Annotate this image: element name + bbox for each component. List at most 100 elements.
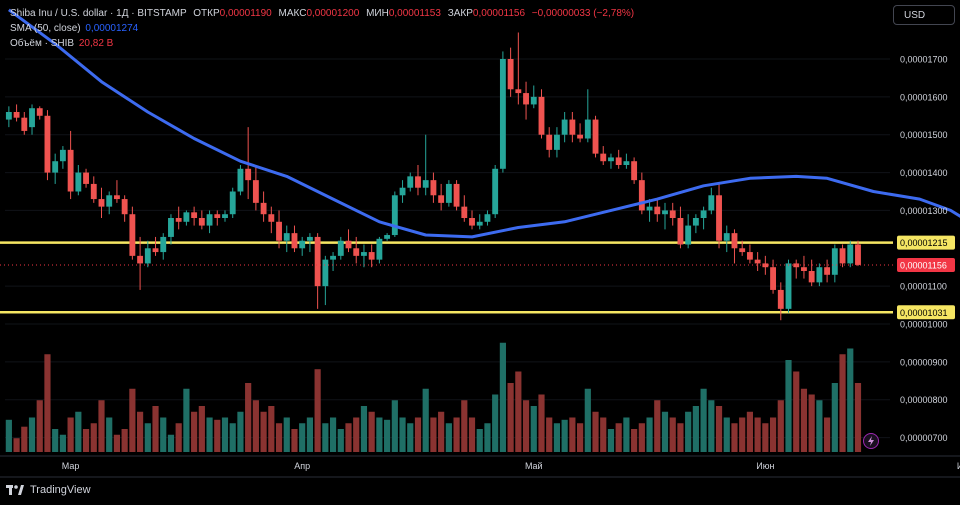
candle-body (129, 214, 136, 256)
candle-body (422, 180, 429, 188)
volume-bar (44, 354, 51, 452)
candle-body (113, 195, 120, 200)
currency-button[interactable]: USD (893, 5, 955, 25)
volume-bar (291, 429, 298, 452)
volume-bar (21, 426, 28, 452)
candle-body (577, 134, 584, 139)
volume-bar (808, 394, 815, 452)
candle-body (669, 210, 676, 218)
y-tick-label: 0,00001500 (900, 130, 948, 140)
volume-bar (831, 383, 838, 452)
close-value: 0,00001156 (472, 8, 526, 19)
price-label: 0,00001156 (900, 260, 947, 270)
volume-bar (245, 383, 252, 452)
legend-volume-row[interactable]: Объём · SHIB 20,82 B (10, 36, 634, 51)
volume-bar (584, 388, 591, 452)
candle-body (13, 112, 20, 118)
candle-body (623, 161, 630, 165)
volume-bar (368, 411, 375, 452)
candle-body (430, 180, 437, 196)
candle-body (252, 180, 259, 203)
candle-body (631, 161, 638, 181)
price-label-box (897, 257, 955, 272)
legend-sma-row[interactable]: SMA (50, close) 0,00001274 (10, 21, 634, 36)
volume-bar (723, 417, 730, 452)
candle-body (376, 238, 383, 260)
volume-bar (422, 388, 429, 452)
candle-body (538, 96, 545, 135)
sma-value: 0,00001274 (85, 23, 139, 34)
volume-bar (59, 434, 66, 452)
volume-bar (561, 419, 568, 452)
volume-bar (206, 417, 213, 452)
candle-body (137, 255, 144, 264)
volume-label: Объём · SHIB (10, 38, 75, 49)
candle-body (83, 172, 89, 184)
candle-body (237, 168, 244, 192)
volume-bar (275, 423, 283, 452)
volume-bar (144, 423, 151, 452)
candle-body (530, 96, 537, 105)
candle-body (299, 240, 306, 249)
candle-body (276, 221, 282, 241)
legend-ohlc-row: Shiba Inu / U.S. dollar · 1Д · BITSTAMP … (10, 6, 634, 21)
volume-bar (708, 400, 715, 452)
volume-bar (785, 360, 792, 452)
candle-body (808, 271, 815, 283)
x-tick-label: Мар (62, 461, 80, 471)
indicator-bolt-icon[interactable] (863, 433, 879, 449)
candle-body (291, 233, 298, 249)
open-label: ОТКР (193, 8, 220, 19)
candle-body (438, 195, 445, 203)
candle-body (59, 149, 66, 162)
candle-body (569, 119, 576, 135)
volume-bar (453, 417, 460, 452)
candle-body (98, 199, 105, 207)
candle-body (638, 180, 645, 211)
volume-bar (337, 429, 344, 452)
candle-body (121, 199, 128, 215)
volume-bar (685, 411, 692, 452)
candle-body (67, 149, 74, 192)
volume-bar (769, 417, 777, 452)
volume-bar (438, 411, 445, 452)
candle-body (716, 195, 722, 241)
candle-body (283, 233, 290, 241)
x-tick-label: Апр (294, 461, 310, 471)
volume-bar (499, 342, 506, 452)
volume-bar (854, 383, 862, 452)
candle-body (415, 176, 421, 188)
y-tick-label: 0,00001000 (900, 320, 948, 330)
candle-body (731, 233, 738, 249)
volume-bar (121, 429, 128, 452)
candle-body (337, 240, 344, 256)
volume-bar (700, 388, 707, 452)
candle-body (453, 183, 460, 207)
volume-bar (530, 406, 537, 452)
volume-bar (623, 417, 630, 452)
candle-body (515, 89, 522, 94)
sma-label: SMA (50, close) (10, 23, 81, 34)
candle-body (175, 218, 182, 222)
candle-body (106, 195, 113, 207)
volume-bar (800, 388, 808, 452)
candle-body (746, 252, 753, 260)
volume-bar (824, 417, 831, 452)
volume-bar (484, 423, 491, 452)
candle-body (484, 214, 491, 222)
candle-body (245, 168, 252, 181)
volume-bar (360, 406, 368, 452)
candle-body (801, 267, 807, 271)
symbol-title[interactable]: Shiba Inu / U.S. dollar · 1Д · BITSTAMP (10, 8, 187, 19)
candle-body (685, 225, 692, 245)
volume-bar (299, 423, 306, 452)
candle-body (839, 248, 846, 264)
candle-body (36, 108, 43, 116)
candle-body (499, 59, 506, 169)
volume-bar (221, 417, 229, 452)
candle-body (615, 157, 622, 165)
volume-bar (160, 417, 167, 452)
open-value: 0,00001190 (219, 8, 272, 19)
